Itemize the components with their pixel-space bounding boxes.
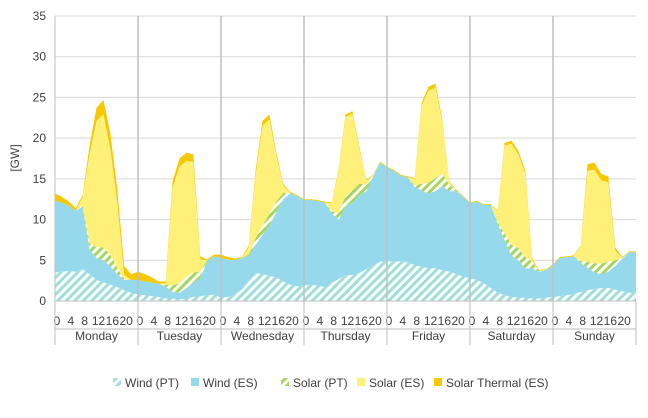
y-tick-label: 30 (33, 50, 47, 64)
x-tick-label: 12 (507, 314, 521, 328)
x-tick-label: 20 (368, 314, 382, 328)
x-tick-label: 20 (285, 314, 299, 328)
x-tick-label: 4 (316, 314, 323, 328)
legend-item: Solar Thermal (ES) (434, 376, 548, 390)
legend-item: Wind (PT) (113, 376, 179, 390)
legend-item: Solar (ES) (357, 376, 424, 390)
x-tick-label: 0 (386, 314, 393, 328)
x-tick-label: 4 (233, 314, 240, 328)
y-tick-label: 25 (33, 90, 47, 104)
plot-area (55, 16, 636, 301)
x-tick-label: 16 (604, 314, 618, 328)
y-tick-label: 5 (39, 253, 46, 267)
series-area-solar-es (55, 87, 636, 286)
x-tick-label: 0 (303, 314, 310, 328)
legend: Wind (PT) Wind (ES) Solar (PT) Solar (ES) So… (113, 376, 548, 390)
x-tick-label: 12 (590, 314, 604, 328)
legend-swatch (113, 378, 121, 386)
x-tick-label: 8 (330, 314, 337, 328)
x-tick-label: 16 (106, 314, 120, 328)
legend-label: Wind (ES) (203, 376, 258, 390)
day-label: Thursday (320, 329, 370, 343)
legend-label: Solar Thermal (ES) (446, 376, 548, 390)
legend-swatch (357, 378, 365, 386)
day-label: Tuesday (157, 329, 203, 343)
x-tick-label: 16 (438, 314, 452, 328)
x-tick-label: 4 (150, 314, 157, 328)
day-label: Wednesday (231, 329, 294, 343)
x-tick-label: 12 (92, 314, 106, 328)
x-tick-label: 12 (175, 314, 189, 328)
legend-swatch (191, 378, 199, 386)
x-tick-label: 0 (54, 314, 61, 328)
x-tick-label: 20 (119, 314, 133, 328)
y-tick-label: 10 (33, 213, 47, 227)
x-tick-label: 16 (355, 314, 369, 328)
legend-label: Solar (ES) (369, 376, 424, 390)
x-tick-label: 4 (67, 314, 74, 328)
y-tick-label: 0 (39, 294, 46, 308)
x-tick-label: 0 (220, 314, 227, 328)
x-tick-label: 12 (258, 314, 272, 328)
x-tick-label: 8 (81, 314, 88, 328)
legend-swatch (434, 378, 442, 386)
x-tick-label: 0 (137, 314, 144, 328)
x-tick-label: 8 (164, 314, 171, 328)
x-tick-label: 16 (521, 314, 535, 328)
y-tick-label: 35 (33, 9, 47, 23)
series-area-wind-pt (55, 261, 636, 301)
x-tick-label: 20 (451, 314, 465, 328)
series-area-wind-es (55, 162, 636, 300)
x-tick-label: 0 (469, 314, 476, 328)
y-tick-label: 15 (33, 172, 47, 186)
day-label: Saturday (487, 329, 535, 343)
legend-label: Solar (PT) (293, 376, 348, 390)
y-tick-label: 20 (33, 131, 47, 145)
day-label: Sunday (574, 329, 615, 343)
x-tick-label: 4 (482, 314, 489, 328)
x-tick-label: 12 (341, 314, 355, 328)
legend-label: Wind (PT) (125, 376, 179, 390)
day-label: Friday (412, 329, 445, 343)
x-tick-label: 16 (189, 314, 203, 328)
x-tick-label: 8 (496, 314, 503, 328)
legend-item: Solar (PT) (281, 376, 348, 390)
x-tick-label: 4 (399, 314, 406, 328)
x-tick-label: 20 (617, 314, 631, 328)
x-tick-label: 20 (202, 314, 216, 328)
x-tick-label: 4 (565, 314, 572, 328)
x-tick-label: 8 (579, 314, 586, 328)
day-label: Monday (75, 329, 118, 343)
x-tick-label: 12 (424, 314, 438, 328)
legend-swatch (281, 378, 289, 386)
legend-item: Wind (ES) (191, 376, 258, 390)
x-tick-label: 0 (552, 314, 559, 328)
x-tick-label: 8 (413, 314, 420, 328)
x-tick-label: 20 (534, 314, 548, 328)
x-tick-label: 8 (247, 314, 254, 328)
y-axis-label: [GW] (8, 144, 22, 171)
x-tick-label: 16 (272, 314, 286, 328)
